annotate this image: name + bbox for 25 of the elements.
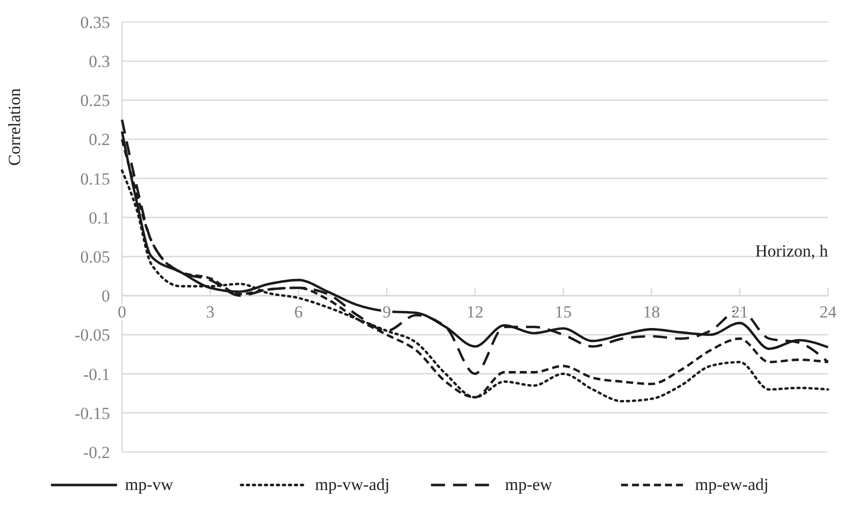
x-tick-label: 6 bbox=[294, 302, 303, 322]
y-tick-label: 0.2 bbox=[88, 130, 110, 150]
y-tick-label: 0.15 bbox=[80, 169, 110, 188]
y-tick-label: 0.25 bbox=[80, 91, 110, 110]
y-tick-label: 0.3 bbox=[88, 52, 110, 72]
x-tick-label: 3 bbox=[206, 302, 214, 322]
y-tick-label: 0.1 bbox=[88, 208, 110, 228]
legend-label: mp-ew bbox=[505, 475, 553, 494]
legend-label: mp-ew-adj bbox=[695, 475, 769, 494]
y-tick-label: 0.05 bbox=[80, 247, 110, 266]
y-tick-label: -0.2 bbox=[83, 442, 110, 462]
y-axis-title: Correlation bbox=[5, 88, 24, 166]
y-tick-label: -0.05 bbox=[74, 326, 110, 345]
x-tick-label: 12 bbox=[466, 302, 484, 322]
y-tick-label: 0 bbox=[102, 286, 110, 306]
y-tick-label: -0.1 bbox=[83, 364, 110, 384]
y-tick-label: 0.35 bbox=[80, 12, 110, 32]
x-tick-label: 15 bbox=[554, 302, 572, 322]
y-tick-label: -0.15 bbox=[74, 404, 110, 423]
legend-label: mp-vw bbox=[125, 475, 174, 494]
x-axis-title: Horizon, h bbox=[755, 242, 828, 261]
x-tick-label: 24 bbox=[820, 302, 837, 322]
x-tick-label: 18 bbox=[643, 302, 660, 322]
legend-label: mp-vw-adj bbox=[315, 475, 390, 494]
x-tick-label: 0 bbox=[118, 302, 126, 322]
